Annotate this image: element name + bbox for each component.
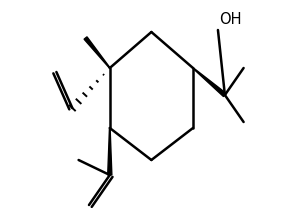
Polygon shape xyxy=(108,128,112,175)
Text: OH: OH xyxy=(219,12,242,27)
Polygon shape xyxy=(193,68,226,97)
Polygon shape xyxy=(84,37,110,68)
